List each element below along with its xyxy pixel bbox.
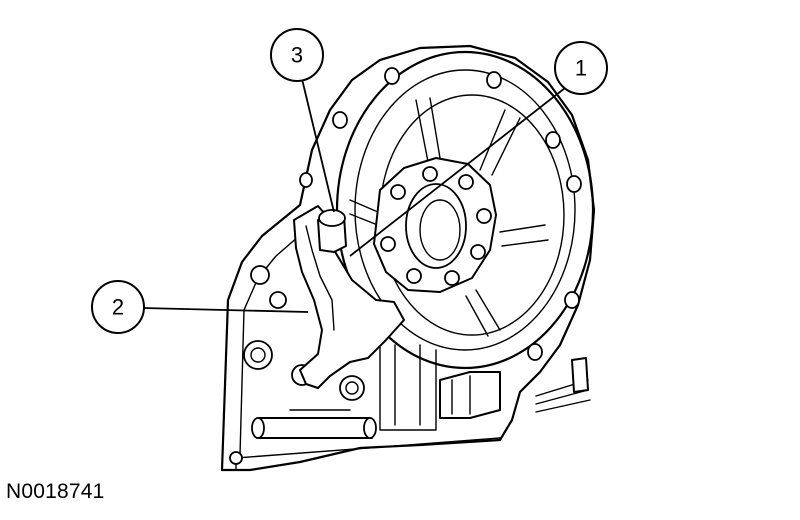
leader-line-3 [301,78,335,213]
callout-2: 2 [91,280,145,334]
rim-bolt-holes [299,67,582,361]
callout-3: 3 [270,28,324,82]
tensioner-arm [293,205,405,389]
leader-lines [142,78,566,313]
leader-line-1 [349,87,566,257]
callout-1-label: 1 [575,56,587,81]
callout-3-label: 3 [291,43,303,68]
figure-code: N0018741 [6,480,105,503]
locating-pin [317,209,347,253]
hub-flange [373,157,497,293]
callout-1: 1 [554,41,608,95]
lower-bosses [229,265,591,465]
leader-line-2 [142,307,309,313]
callout-2-label: 2 [112,295,124,320]
